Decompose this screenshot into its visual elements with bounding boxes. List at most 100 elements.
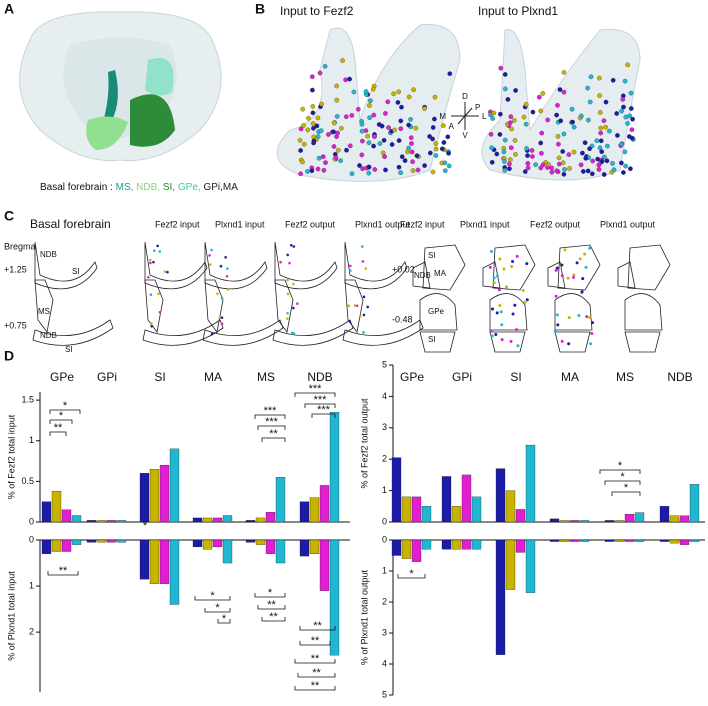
section-dot [226,288,229,291]
cell-dot [310,110,316,116]
caption-part: Basal forebrain : [40,182,116,193]
cell-dot [347,76,352,82]
cell-dot [539,130,545,136]
bregma-value: +0.75 [4,320,27,330]
section-dot [511,312,515,316]
section-dot [488,265,492,269]
cell-dot [433,153,439,158]
bar [245,539,256,543]
cell-dot [582,140,588,146]
cell-dot [588,74,594,80]
cell-dot [502,86,508,92]
cell-dot [439,146,445,152]
column-header: Plxnd1 input [215,219,265,229]
cell-dot [521,114,527,120]
sig-bracket [49,431,67,436]
section-dot [220,322,224,326]
cell-dot [385,99,391,105]
region-label: MA [434,269,447,278]
section-dot [150,322,153,325]
y-axis-label: % of Fezf2 total output [359,398,369,489]
significance: * [222,613,227,625]
cell-dot [310,104,316,109]
cell-dot [614,111,620,116]
bar [96,520,107,523]
cell-dot [529,148,535,153]
bar [41,501,52,523]
cell-dot [505,97,511,102]
significance: *** [265,416,279,428]
bar [86,520,97,523]
section-dot [521,288,525,292]
section-dot [575,261,579,265]
bar [669,539,680,544]
y-tick-label: 1 [29,435,34,445]
cell-dot [347,143,353,149]
bregma-label: Bregma [4,241,36,251]
cell-dot [333,155,339,161]
brain-render [19,11,222,162]
cell-dot [595,156,601,162]
cell-dot [310,121,316,126]
cell-dot [360,166,365,172]
cell-dot [623,163,628,169]
section-dot [556,323,560,327]
category-label: SI [510,370,521,384]
cell-dot [603,99,609,105]
bar [559,539,570,542]
cell-dot [309,168,315,174]
bar [169,448,180,523]
cell-dot [578,113,584,119]
bar [202,539,213,550]
bar [159,464,170,523]
cell-dot [321,167,327,173]
cell-dot [522,169,528,174]
category-label: MA [561,370,579,384]
cell-dot [513,152,518,157]
bar [255,539,266,545]
section-outline [547,244,601,291]
section-dot [163,270,167,273]
significance: *** [264,405,278,417]
panel-b-title: Input to Plxnd1 [478,4,558,18]
cell-dot [604,158,610,164]
bregma-value: +1.25 [4,264,27,274]
bar [471,496,482,523]
y-tick-label: 1.5 [21,395,34,405]
bar [329,412,340,523]
section-dot [152,249,156,253]
bar [495,468,506,523]
section-dot [584,265,588,269]
bar [421,506,432,523]
cell-dot [619,141,625,147]
section-outline [617,244,671,291]
cell-dot [305,127,311,133]
cell-dot [597,110,603,115]
category-label: GPi [97,370,117,384]
bar [525,444,536,523]
y-tick-label: 0 [382,516,387,526]
cell-dot [310,87,315,93]
section-dot [149,261,152,265]
panel-label: C [4,208,14,224]
sig-bracket [261,437,286,442]
y-tick-label: 0.5 [21,476,34,486]
orientation-axes [451,102,479,130]
section-dot [158,310,162,314]
bar [41,539,52,554]
significance: ** [59,565,68,577]
cell-dot [359,152,365,158]
cell-dot [377,141,383,146]
section-dot [591,321,595,325]
cell-dot [433,141,439,146]
section-dot [502,267,506,271]
cell-dot [335,147,341,153]
panel-b-title: Input to Fezf2 [280,4,354,18]
bar [614,520,625,523]
section-dot [152,260,155,264]
cell-dot [597,145,603,151]
bar [689,484,700,523]
sig-bracket [257,425,286,430]
cell-dot [523,102,529,107]
cell-dot [406,94,412,100]
